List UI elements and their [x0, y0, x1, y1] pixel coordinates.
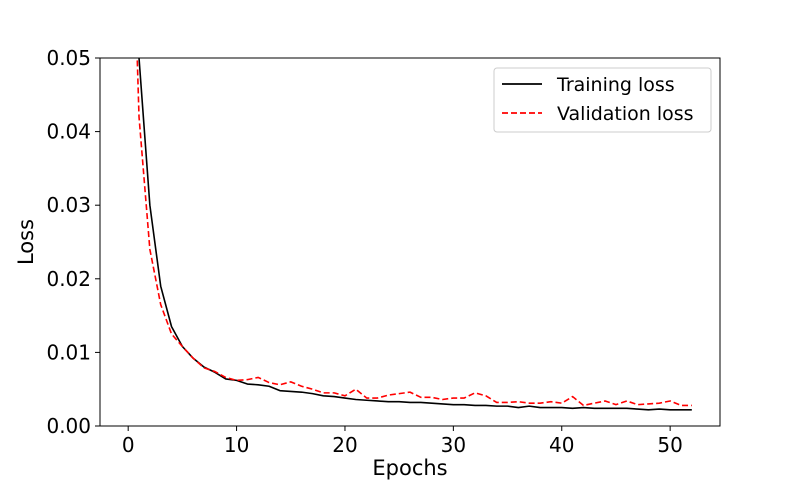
- y-tick-label: 0.00: [46, 414, 91, 438]
- plot-frame: [99, 57, 721, 427]
- series-layer: [136, 58, 692, 411]
- legend-label-validation: Validation loss: [557, 103, 694, 125]
- legend: Training loss Validation loss: [493, 67, 712, 133]
- y-axis-label: Loss: [14, 219, 38, 265]
- y-tick-label: 0.01: [46, 340, 91, 364]
- x-tick-label: 10: [224, 433, 249, 457]
- x-tick-label: 40: [549, 433, 574, 457]
- series-line-validation: [136, 58, 692, 407]
- x-axis-label: Epochs: [372, 456, 447, 480]
- y-axis: 0.00 0.01 0.02 0.03 0.04 0.05: [46, 46, 100, 438]
- y-tick-label: 0.03: [46, 193, 91, 217]
- x-tick-label: 50: [657, 433, 682, 457]
- x-tick-label: 20: [332, 433, 357, 457]
- legend-box: [493, 67, 712, 133]
- y-tick-label: 0.04: [46, 120, 91, 144]
- series-line-training: [138, 58, 692, 411]
- x-tick-label: 30: [441, 433, 466, 457]
- legend-label-training: Training loss: [556, 74, 675, 96]
- x-tick-label: 0: [122, 433, 135, 457]
- x-axis: 0 10 20 30 40 50: [122, 426, 683, 457]
- y-tick-label: 0.05: [46, 46, 91, 70]
- y-tick-label: 0.02: [46, 267, 91, 291]
